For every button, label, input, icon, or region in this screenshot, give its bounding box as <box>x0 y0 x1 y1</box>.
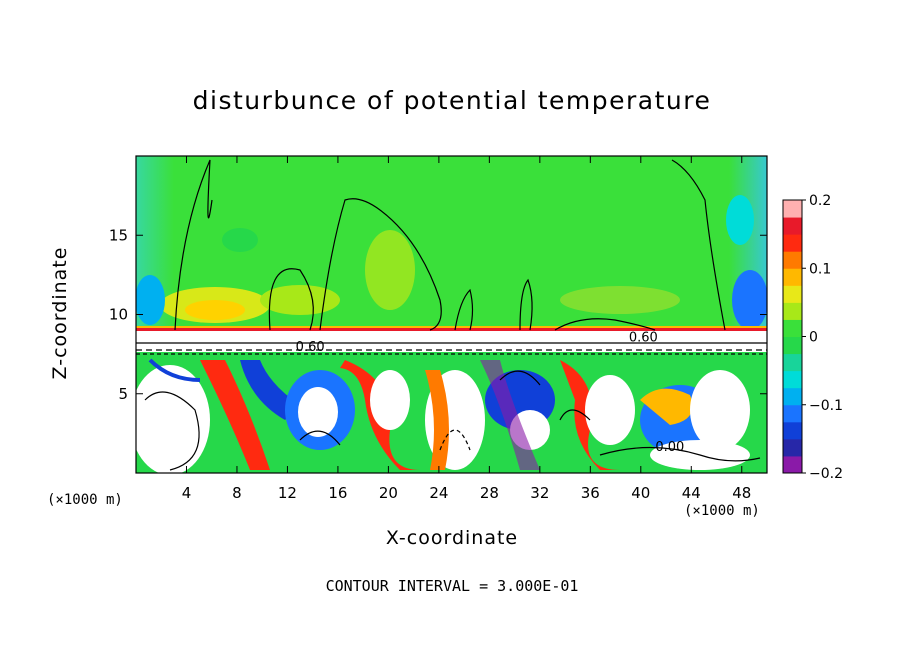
colorbar-swatch <box>783 455 802 474</box>
colorbar-swatch <box>783 302 802 320</box>
colorbar-swatch <box>783 438 802 457</box>
y-tick-label: 5 <box>118 385 128 403</box>
colorbar-swatch <box>783 268 802 286</box>
x-tick-label: 48 <box>732 484 751 502</box>
x-tick-label: 44 <box>682 484 701 502</box>
colorbar-swatch <box>783 370 802 389</box>
contour-interval-note: CONTOUR INTERVAL = 3.000E-01 <box>325 577 579 595</box>
colorbar-swatch <box>783 200 802 218</box>
colorbar-swatch <box>783 336 802 355</box>
chart-title: disturbunce of potential temperature <box>192 86 712 115</box>
contour-labels: 0.60 0.60 0.00 <box>296 331 685 455</box>
colorbar-swatch <box>783 353 802 372</box>
contour-label: 0.00 <box>655 440 684 455</box>
x-axis: 4 8 12 16 20 24 28 32 36 40 44 48 <box>182 156 751 502</box>
colorbar-swatch <box>783 404 802 423</box>
y-tick-label: 15 <box>109 226 128 244</box>
x-tick-label: 4 <box>182 484 192 502</box>
colorbar-swatch <box>783 421 802 440</box>
colorbar-swatch <box>783 285 802 303</box>
x-unit-left: (×1000 m) <box>47 492 123 508</box>
contour-lines <box>136 159 767 471</box>
x-tick-label: 28 <box>480 484 499 502</box>
colorbar: 0.2 0.1 0 −0.1 −0.2 <box>782 193 843 482</box>
colorbar-tick-label: −0.1 <box>809 398 843 414</box>
colorbar-swatch <box>783 387 802 406</box>
x-tick-label: 12 <box>278 484 297 502</box>
x-unit-right: (×1000 m) <box>684 503 760 519</box>
x-axis-label: X-coordinate <box>385 527 519 549</box>
y-axis: 5 10 15 <box>109 226 767 403</box>
field-layer <box>136 156 767 473</box>
colorbar-tick-label: 0.1 <box>809 261 831 277</box>
x-tick-label: 16 <box>328 484 347 502</box>
y-axis-label: Z-coordinate <box>49 246 71 380</box>
contour-label: 0.60 <box>296 340 325 355</box>
x-tick-label: 32 <box>530 484 549 502</box>
colorbar-tick-label: −0.2 <box>809 466 843 482</box>
y-tick-label: 10 <box>109 306 128 324</box>
colorbar-swatch <box>783 251 802 269</box>
colorbar-tick-label: 0.2 <box>809 193 831 209</box>
x-tick-label: 20 <box>379 484 398 502</box>
colorbar-swatch <box>783 319 802 337</box>
x-tick-label: 40 <box>631 484 650 502</box>
contour-label: 0.60 <box>629 331 658 346</box>
colorbar-tick-label: 0 <box>809 330 818 346</box>
colorbar-swatch <box>783 234 802 252</box>
x-tick-label: 24 <box>429 484 448 502</box>
x-tick-label: 36 <box>581 484 600 502</box>
colorbar-swatch <box>783 217 802 235</box>
x-tick-label: 8 <box>232 484 242 502</box>
